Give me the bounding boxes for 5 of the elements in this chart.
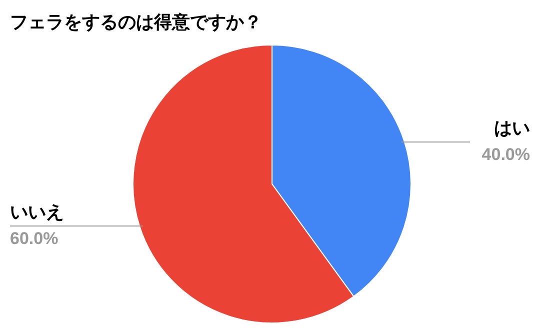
data-label: 60.0%: [10, 229, 58, 248]
slice-label: いいえ: [10, 202, 64, 222]
slice-label: はい: [494, 118, 530, 138]
data-label: 40.0%: [482, 144, 530, 164]
chart-title: フェラをするのは得意ですか？: [10, 12, 262, 32]
